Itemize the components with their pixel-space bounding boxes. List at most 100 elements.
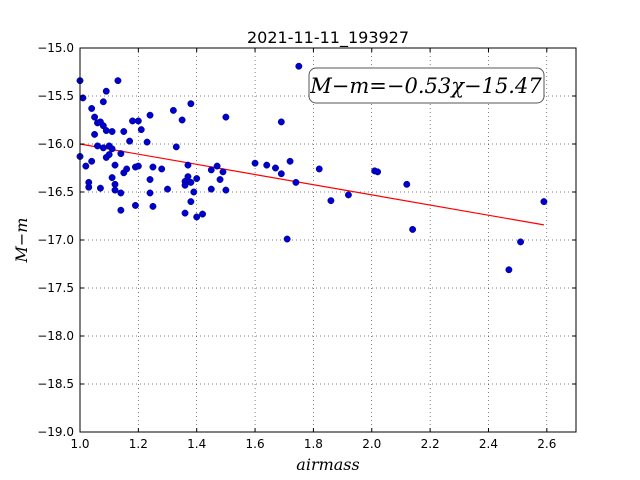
- data-point: [222, 186, 230, 194]
- data-point: [129, 117, 136, 125]
- y-tick-label: −16.0: [37, 137, 74, 151]
- data-point: [82, 162, 90, 170]
- data-point: [263, 161, 271, 169]
- y-tick-label: −16.5: [37, 185, 74, 199]
- data-point: [222, 113, 230, 121]
- x-tick-label: 1.6: [246, 437, 265, 451]
- data-point: [117, 150, 125, 158]
- data-point: [207, 185, 215, 193]
- data-point: [99, 144, 107, 152]
- data-point: [96, 184, 104, 192]
- y-tick-label: −15.0: [37, 41, 74, 55]
- axis-ticks: [79, 47, 576, 433]
- annotation-text: M−m=−0.53χ−15.47: [309, 74, 542, 98]
- data-point: [199, 210, 206, 218]
- x-tick-label: 2.6: [537, 437, 556, 451]
- data-point: [277, 170, 285, 178]
- y-tick-labels: −15.0 −15.5 −16.0 −16.5 −17.0 −17.5 −18.0 −18.5…: [37, 41, 74, 439]
- y-tick-label: −19.0: [37, 425, 74, 439]
- data-point: [108, 128, 116, 135]
- data-point: [181, 181, 189, 189]
- data-point: [193, 175, 201, 183]
- data-point: [120, 128, 128, 135]
- data-point: [114, 77, 122, 85]
- data-point: [99, 98, 107, 106]
- data-point: [149, 202, 157, 210]
- data-point: [292, 178, 300, 186]
- data-point: [505, 266, 513, 274]
- data-point: [146, 176, 154, 183]
- y-tick-label: −17.5: [37, 281, 74, 295]
- data-point: [164, 185, 171, 193]
- data-point: [123, 165, 131, 173]
- data-point: [149, 163, 157, 171]
- data-point: [286, 157, 294, 165]
- data-point: [272, 164, 279, 172]
- x-tick-label: 1.2: [129, 437, 148, 451]
- data-point: [409, 225, 417, 233]
- data-point: [102, 87, 110, 95]
- y-tick-label: −17.0: [37, 233, 74, 247]
- data-point: [117, 206, 125, 214]
- annotation-box: [308, 67, 545, 104]
- data-point: [207, 166, 215, 174]
- grid-lines: [79, 47, 576, 433]
- data-points: [76, 62, 548, 274]
- data-point: [134, 117, 142, 125]
- x-tick-labels: 1.0 1.2 1.4 1.6 1.8 2.0 2.2 2.4 2.6: [70, 437, 556, 451]
- data-point: [190, 188, 198, 196]
- data-point: [277, 118, 285, 126]
- y-axis-label: M−m: [12, 218, 31, 264]
- data-point: [172, 143, 180, 151]
- data-point: [111, 161, 119, 169]
- data-point: [315, 165, 323, 173]
- data-point: [187, 100, 195, 108]
- data-point: [540, 198, 548, 206]
- data-point: [146, 111, 154, 119]
- data-point: [117, 189, 125, 197]
- data-point: [111, 180, 119, 188]
- x-tick-label: 1.0: [70, 437, 89, 451]
- data-point: [131, 201, 139, 209]
- data-point: [184, 173, 192, 181]
- data-point: [187, 198, 195, 206]
- data-point: [88, 157, 96, 165]
- data-point: [102, 127, 110, 135]
- x-tick-label: 1.8: [304, 437, 323, 451]
- data-point: [295, 62, 303, 70]
- data-point: [91, 113, 99, 121]
- data-point: [158, 165, 166, 173]
- data-point: [251, 159, 259, 167]
- data-point: [146, 189, 154, 197]
- data-point: [94, 142, 101, 150]
- y-tick-label: −18.5: [37, 377, 74, 391]
- data-point: [134, 162, 142, 170]
- x-axis-label: airmass: [296, 455, 359, 474]
- data-point: [374, 168, 382, 176]
- data-point: [126, 137, 134, 145]
- data-point: [88, 105, 96, 112]
- data-point: [216, 176, 224, 183]
- data-point: [187, 178, 195, 186]
- chart-title: 2021-11-11_193927: [247, 28, 409, 48]
- data-point: [111, 186, 119, 194]
- data-point: [178, 116, 186, 124]
- data-point: [327, 197, 335, 205]
- data-point: [181, 209, 189, 217]
- x-tick-label: 2.2: [421, 437, 440, 451]
- data-point: [517, 238, 525, 246]
- data-point: [403, 180, 411, 188]
- data-point: [219, 168, 227, 176]
- data-point: [108, 145, 116, 153]
- x-tick-label: 2.4: [479, 437, 498, 451]
- data-point: [108, 174, 116, 182]
- y-tick-label: −15.5: [37, 89, 74, 103]
- x-tick-label: 1.4: [187, 437, 206, 451]
- data-point: [283, 235, 291, 243]
- data-point: [184, 161, 192, 169]
- data-point: [169, 106, 177, 114]
- data-point: [193, 213, 201, 221]
- data-point: [85, 178, 93, 186]
- y-tick-label: −18.0: [37, 329, 74, 343]
